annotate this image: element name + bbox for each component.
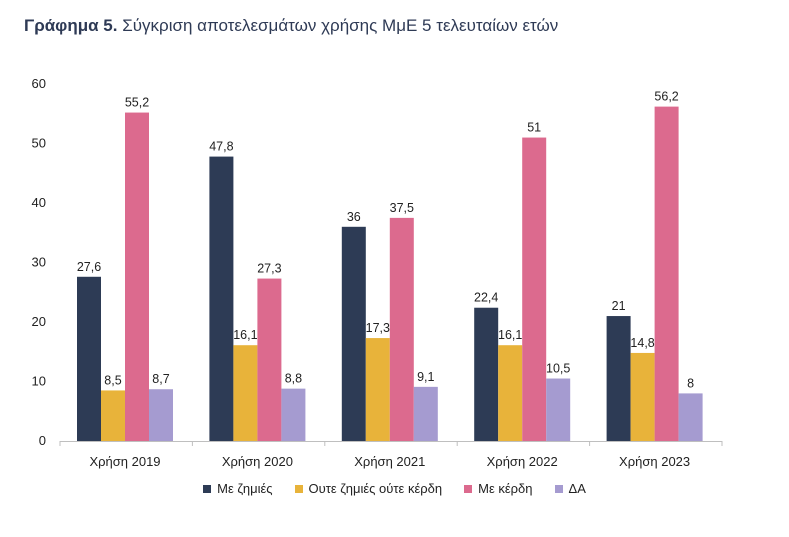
x-category-label: Χρήση 2023: [619, 454, 690, 469]
y-tick-label: 30: [32, 255, 46, 270]
legend-label: Με ζημιές: [217, 481, 273, 496]
y-tick-label: 50: [32, 136, 46, 151]
data-label: 8,8: [285, 372, 302, 386]
bar: [101, 390, 125, 441]
data-label: 55,2: [125, 96, 149, 110]
legend-item: Με κέρδη: [464, 481, 533, 496]
legend-item: Ουτε ζημιές ούτε κέρδη: [294, 481, 443, 496]
bar: [413, 386, 438, 441]
bar: [281, 388, 306, 441]
bar: [546, 378, 571, 441]
data-label: 14,8: [630, 336, 654, 350]
data-label: 36: [347, 210, 361, 224]
bar: [606, 316, 631, 441]
data-label: 22,4: [474, 291, 498, 305]
bar: [257, 278, 282, 441]
chart-title-text: Σύγκριση αποτελεσμάτων χρήσης ΜμΕ 5 τελε…: [122, 16, 559, 35]
x-category-label: Χρήση 2020: [222, 454, 293, 469]
y-tick-label: 20: [32, 314, 46, 329]
chart-title-lead: Γράφημα 5.: [24, 16, 118, 35]
bar: [341, 226, 366, 441]
bar: [209, 156, 234, 441]
bar: [365, 338, 390, 441]
legend-swatch: [294, 484, 303, 493]
data-label: 16,1: [498, 328, 522, 342]
y-tick-label: 40: [32, 195, 46, 210]
bar: [498, 345, 523, 441]
data-label: 9,1: [417, 370, 434, 384]
bar: [149, 389, 173, 441]
legend-item: Με ζημιές: [203, 481, 273, 496]
data-label: 8,7: [152, 372, 169, 386]
bar-chart: 0 10 20 30 40 50 60 27,6 8,5 55,2 8,7 Χρήση 2019 47,…: [32, 76, 723, 469]
data-label: 27,3: [257, 262, 281, 276]
bar: [77, 276, 101, 441]
bar: [678, 393, 703, 441]
legend-swatch: [464, 484, 473, 493]
data-label: 21: [612, 299, 626, 313]
data-label: 17,3: [366, 321, 390, 335]
bar: [522, 137, 547, 442]
legend-label: ΔΑ: [568, 481, 586, 496]
legend-swatch: [554, 484, 563, 493]
data-label: 10,5: [546, 362, 570, 376]
y-tick-label: 10: [32, 374, 46, 389]
data-label: 8,5: [104, 373, 121, 387]
data-label: 37,5: [390, 201, 414, 215]
legend-label: Με κέρδη: [478, 481, 533, 496]
chart-title: Γράφημα 5. Σύγκριση αποτελεσμάτων χρήσης…: [24, 16, 558, 36]
data-label: 8: [687, 376, 694, 390]
bar: [233, 345, 258, 441]
bar: [630, 352, 655, 441]
chart-legend: Με ζημιές Ουτε ζημιές ούτε κέρδη Με κέρδη Δ…: [0, 481, 789, 496]
data-label: 27,6: [77, 260, 101, 274]
y-tick-label: 0: [39, 433, 46, 448]
data-label: 16,1: [233, 328, 257, 342]
data-label: 47,8: [209, 140, 233, 154]
x-category-label: Χρήση 2019: [89, 454, 160, 469]
x-category-label: Χρήση 2021: [354, 454, 425, 469]
y-tick-label: 60: [32, 76, 46, 91]
x-category-label: Χρήση 2022: [487, 454, 558, 469]
bar: [474, 307, 499, 441]
data-label: 51: [527, 121, 541, 135]
legend-item: ΔΑ: [554, 481, 586, 496]
legend-swatch: [203, 484, 212, 493]
bar: [125, 112, 149, 441]
bar: [389, 217, 414, 441]
bar: [654, 106, 679, 442]
legend-label: Ουτε ζημιές ούτε κέρδη: [308, 481, 443, 496]
data-label: 56,2: [654, 90, 678, 104]
